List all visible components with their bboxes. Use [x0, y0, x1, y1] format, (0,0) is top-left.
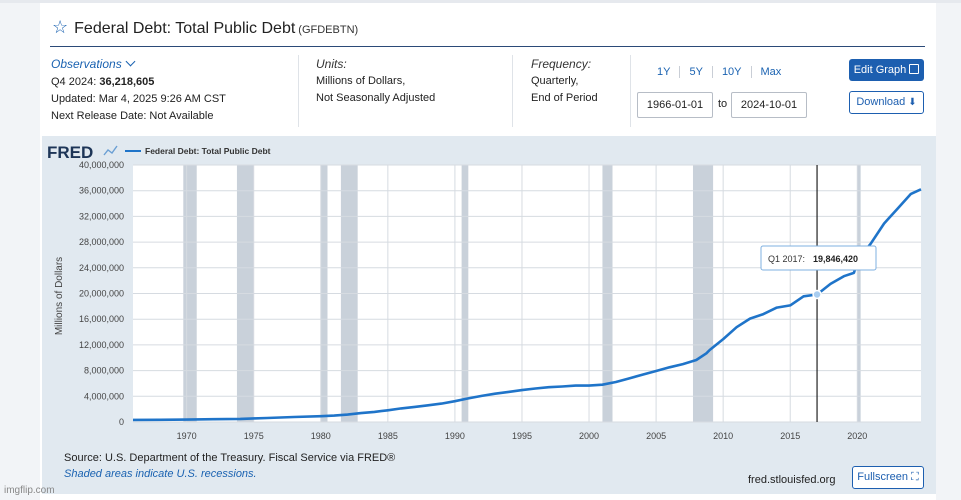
range-5y-link[interactable]: 5Y: [680, 66, 713, 78]
units-line-2: Not Seasonally Adjusted: [316, 92, 436, 104]
fullscreen-icon: ⛶: [911, 471, 919, 483]
title-divider: [50, 46, 925, 47]
y-tick-label: 36,000,000: [79, 186, 124, 196]
units-label: Units:: [316, 57, 347, 71]
debt-series-line: [132, 188, 922, 422]
x-tick-label: 1990: [445, 431, 465, 441]
y-tick-label: 24,000,000: [79, 263, 124, 273]
fred-logo: FRED: [47, 143, 118, 162]
frequency-line-2: End of Period: [531, 92, 598, 104]
y-tick-label: 28,000,000: [79, 237, 124, 247]
start-date-input[interactable]: 1966-01-01: [637, 92, 713, 118]
y-axis-label: Millions of Dollars: [54, 257, 65, 335]
source-text: Source: U.S. Department of the Treasury.…: [64, 452, 396, 464]
latest-period: Q4 2024:: [51, 76, 97, 88]
y-tick-label: 16,000,000: [79, 314, 124, 324]
x-tick-label: 1980: [311, 431, 331, 441]
hover-point: [812, 289, 822, 300]
y-tick-label: 20,000,000: [79, 289, 124, 299]
star-icon[interactable]: ☆: [52, 17, 69, 37]
frequency-block: Frequency: Quarterly, End of Period: [531, 56, 598, 107]
range-links: 1Y 5Y 10Y Max: [648, 66, 790, 78]
date-to-label: to: [718, 98, 728, 110]
y-tick-label: 32,000,000: [79, 211, 124, 221]
x-tick-label: 1975: [244, 431, 264, 441]
y-tick-label: 40,000,000: [79, 160, 124, 170]
title-row: ☆ Federal Debt: Total Public Debt (GFDEB…: [52, 18, 358, 38]
y-tick-label: 12,000,000: [79, 340, 124, 350]
fred-url[interactable]: fred.stlouisfed.org: [748, 474, 836, 486]
frequency-line-1: Quarterly,: [531, 75, 579, 87]
y-tick-label: 0: [119, 417, 124, 427]
fred-chart-icon: [103, 145, 118, 156]
x-tick-label: 1995: [512, 431, 532, 441]
fred-brand-text: FRED: [47, 143, 93, 162]
download-icon: ⬇: [908, 97, 917, 108]
y-tick-label: 8,000,000: [84, 366, 124, 376]
x-tick-label: 1970: [177, 431, 197, 441]
frequency-label: Frequency:: [531, 57, 592, 71]
edit-graph-button[interactable]: Edit Graph: [849, 59, 924, 81]
next-release-text: Next Release Date: Not Available: [51, 110, 214, 122]
download-button[interactable]: Download ⬇: [849, 91, 924, 114]
legend-label: Federal Debt: Total Public Debt: [145, 146, 271, 156]
x-tick-label: 2020: [847, 431, 867, 441]
edit-graph-label: Edit Graph: [853, 64, 907, 76]
observations-block: Observations Q4 2024: 36,218,605 Updated…: [51, 56, 226, 125]
recession-note: Shaded areas indicate U.S. recessions.: [64, 468, 257, 480]
x-tick-label: 1985: [378, 431, 398, 441]
range-max-link[interactable]: Max: [760, 66, 782, 78]
edit-icon: [909, 64, 920, 74]
meta-separator: [298, 55, 299, 127]
updated-text: Updated: Mar 4, 2025 9:26 AM CST: [51, 93, 226, 105]
range-10y-link[interactable]: 10Y: [713, 66, 752, 78]
observations-dropdown[interactable]: Observations: [51, 56, 136, 71]
imgflip-watermark: imgflip.com: [4, 485, 55, 496]
page-title: Federal Debt: Total Public Debt: [74, 20, 296, 37]
x-tick-label: 2000: [579, 431, 599, 441]
top-divider: [0, 0, 961, 3]
x-tick-label: 2010: [713, 431, 733, 441]
fullscreen-label: Fullscreen: [857, 471, 908, 483]
meta-separator: [512, 55, 513, 127]
y-tick-label: 4,000,000: [84, 391, 124, 401]
units-line-1: Millions of Dollars,: [316, 75, 406, 87]
meta-separator: [630, 55, 631, 127]
units-block: Units: Millions of Dollars, Not Seasonal…: [316, 56, 435, 107]
x-tick-label: 2015: [780, 431, 800, 441]
end-date-input[interactable]: 2024-10-01: [731, 92, 807, 118]
fullscreen-button[interactable]: Fullscreen ⛶: [852, 466, 924, 489]
latest-value: 36,218,605: [99, 76, 155, 88]
tooltip-period: Q1 2017:: [768, 254, 805, 264]
tooltip-box: [760, 245, 877, 271]
tooltip-value: 19,846,420: [813, 254, 858, 264]
x-tick-label: 2005: [646, 431, 666, 441]
observations-label: Observations: [51, 57, 122, 71]
range-1y-link[interactable]: 1Y: [648, 66, 681, 78]
series-id: (GFDEBTN): [298, 24, 359, 36]
download-label: Download: [856, 96, 906, 108]
